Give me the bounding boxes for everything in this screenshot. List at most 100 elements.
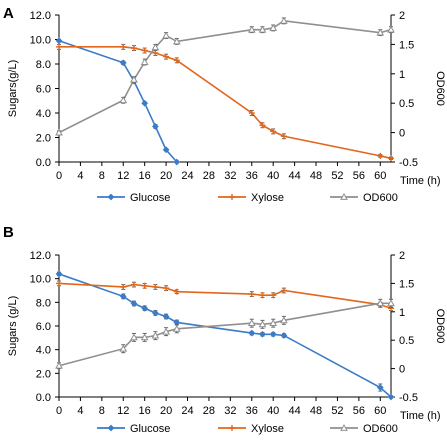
series-line	[58, 273, 392, 398]
legend-label: Glucose	[130, 192, 170, 204]
x-tick-label: 44	[288, 170, 300, 182]
data-point	[141, 99, 149, 107]
series-line	[58, 20, 392, 134]
data-point	[130, 281, 137, 288]
y2-tick-label: 1	[399, 69, 405, 81]
data-point	[172, 324, 181, 332]
y-tick-label: 8.0	[36, 59, 51, 71]
data-point	[151, 43, 160, 51]
y-axis-title: Sugars(g/L)	[7, 60, 19, 117]
data-point	[387, 25, 395, 33]
y2-tick-label: 0.5	[399, 98, 414, 110]
data-point	[248, 291, 255, 298]
data-point	[151, 331, 160, 339]
series-od600	[55, 16, 395, 136]
x-tick-label: 8	[99, 405, 105, 417]
y2-axis-title: OD600	[434, 71, 446, 106]
data-point	[280, 16, 288, 24]
y-tick-label: 12.0	[30, 250, 51, 262]
data-point	[173, 158, 181, 166]
data-point	[259, 330, 266, 338]
data-point	[258, 320, 267, 328]
x-tick-label: 8	[99, 170, 105, 182]
y2-tick-label: 2	[399, 250, 405, 262]
data-point	[152, 283, 159, 290]
data-point	[376, 384, 384, 391]
x-tick-label: 32	[224, 170, 236, 182]
y-tick-label: 12.0	[30, 10, 51, 22]
series-line	[58, 302, 391, 367]
x-tick-label: 0	[56, 405, 62, 417]
y2-tick-label: 1.5	[399, 278, 414, 290]
data-point	[119, 59, 127, 67]
data-point	[269, 330, 277, 338]
data-point	[162, 327, 170, 335]
x-tick-label: 0	[56, 170, 62, 182]
data-point	[172, 37, 181, 45]
x-tick-label: 16	[139, 405, 151, 417]
data-point	[269, 319, 278, 327]
y2-axis-title: OD600	[434, 309, 446, 344]
data-point	[130, 45, 137, 52]
data-point	[119, 293, 127, 300]
x-tick-label: 52	[331, 405, 343, 417]
legend-item-od600: OD600	[330, 192, 398, 204]
data-point	[55, 361, 63, 369]
x-axis-title: Time (h)	[400, 410, 441, 422]
y-axis-title: Sugars (g/L)	[7, 296, 19, 357]
x-tick-label: 36	[246, 405, 258, 417]
x-tick-label: 60	[374, 170, 386, 182]
x-tick-label: 12	[117, 405, 129, 417]
x-tick-label: 4	[77, 170, 83, 182]
data-point	[248, 110, 255, 116]
y-tick-label: 6.0	[36, 321, 51, 333]
data-point	[152, 49, 159, 56]
x-tick-label: 28	[203, 405, 215, 417]
data-point	[119, 344, 128, 352]
data-point	[377, 152, 384, 159]
y-tick-label: 0.0	[36, 392, 51, 404]
data-point	[258, 25, 267, 33]
data-point	[248, 329, 256, 337]
data-point	[141, 47, 148, 54]
series-line	[58, 39, 178, 163]
y2-tick-label: -0.5	[399, 157, 418, 169]
y-tick-label: 4.0	[36, 108, 51, 120]
y2-tick-label: 1	[399, 307, 405, 319]
data-point	[152, 309, 159, 317]
x-axis-title: Time (h)	[400, 175, 441, 187]
data-point	[388, 155, 394, 162]
data-point	[259, 122, 266, 129]
data-point	[162, 313, 170, 320]
data-point	[376, 28, 385, 36]
data-point	[163, 285, 170, 292]
data-point	[270, 128, 277, 135]
data-point	[280, 316, 288, 324]
y-tick-label: 10.0	[30, 35, 51, 47]
y2-tick-label: 1.5	[399, 39, 414, 51]
data-point	[130, 75, 138, 83]
data-point	[247, 319, 256, 327]
legend-item-xylose: Xylose	[218, 423, 284, 435]
x-tick-label: 32	[224, 405, 236, 417]
series-glucose	[55, 270, 395, 401]
data-point	[120, 43, 127, 50]
series-od600	[55, 298, 395, 370]
chart-panel-b: B0.02.04.06.08.010.012.0-0.500.511.520 4 8…	[3, 224, 446, 435]
x-tick-label: 44	[288, 405, 300, 417]
y-tick-label: 8.0	[36, 297, 51, 309]
data-point	[162, 146, 170, 154]
legend-label: OD600	[363, 423, 398, 435]
data-point	[269, 23, 278, 31]
series-glucose	[55, 37, 181, 166]
x-tick-label: 28	[203, 170, 215, 182]
legend-label: Xylose	[251, 423, 284, 435]
legend-item-glucose: Glucose	[97, 423, 170, 435]
x-tick-label: 40	[267, 405, 279, 417]
data-point	[270, 292, 277, 299]
series-xylose	[56, 43, 394, 162]
y2-tick-label: 0.5	[399, 335, 414, 347]
y2-tick-label: 0	[399, 364, 405, 376]
legend-marker	[229, 425, 235, 431]
